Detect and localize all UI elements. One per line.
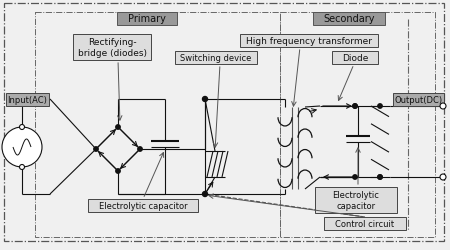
Circle shape [353, 175, 357, 180]
Bar [332, 52, 378, 65]
Circle shape [138, 147, 142, 152]
Bar [393, 94, 444, 106]
Text: Control circuit: Control circuit [335, 219, 395, 228]
Circle shape [440, 174, 446, 180]
Text: Primary: Primary [128, 14, 166, 24]
Circle shape [378, 104, 382, 109]
Bar [280, 13, 435, 237]
Text: Secondary: Secondary [323, 14, 375, 24]
Bar [240, 35, 378, 48]
Bar [175, 52, 257, 65]
Text: Input(AC): Input(AC) [8, 96, 47, 104]
Text: Diode: Diode [342, 54, 368, 63]
Text: Electrolytic capacitor: Electrolytic capacitor [99, 201, 187, 210]
Text: High frequency transformer: High frequency transformer [246, 37, 372, 46]
Circle shape [378, 175, 382, 180]
Bar [35, 13, 280, 237]
Circle shape [94, 147, 98, 152]
Bar [315, 187, 397, 213]
Circle shape [19, 165, 24, 170]
Circle shape [378, 175, 382, 180]
Bar [88, 199, 198, 212]
Circle shape [202, 192, 207, 197]
Circle shape [116, 169, 120, 173]
Text: Output(DC): Output(DC) [395, 96, 442, 104]
Circle shape [202, 97, 207, 102]
Bar [6, 94, 49, 106]
Circle shape [116, 125, 120, 130]
Circle shape [440, 104, 446, 110]
Text: Switching device: Switching device [180, 54, 252, 63]
Text: Electrolytic
capacitor: Electrolytic capacitor [333, 190, 379, 210]
Bar [73, 35, 151, 61]
Bar [117, 13, 177, 26]
Bar [313, 13, 385, 26]
Text: Rectifying-
bridge (diodes): Rectifying- bridge (diodes) [77, 38, 147, 58]
Circle shape [353, 104, 357, 109]
Circle shape [2, 128, 42, 167]
Bar [324, 217, 406, 230]
Circle shape [353, 104, 357, 109]
Circle shape [19, 125, 24, 130]
